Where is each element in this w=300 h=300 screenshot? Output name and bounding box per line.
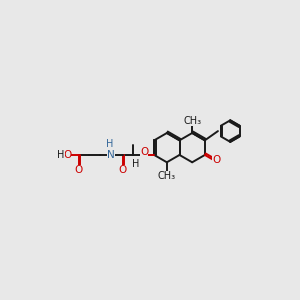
Text: O: O [212,155,221,165]
Text: O: O [63,150,71,160]
Text: N: N [107,150,115,160]
Text: CH₃: CH₃ [183,116,201,126]
Text: O: O [75,165,83,175]
Text: H: H [132,159,140,169]
Text: H: H [106,139,113,149]
Text: O: O [140,147,148,157]
Text: CH₃: CH₃ [158,171,176,181]
Text: H: H [57,150,65,160]
Text: O: O [118,165,127,175]
